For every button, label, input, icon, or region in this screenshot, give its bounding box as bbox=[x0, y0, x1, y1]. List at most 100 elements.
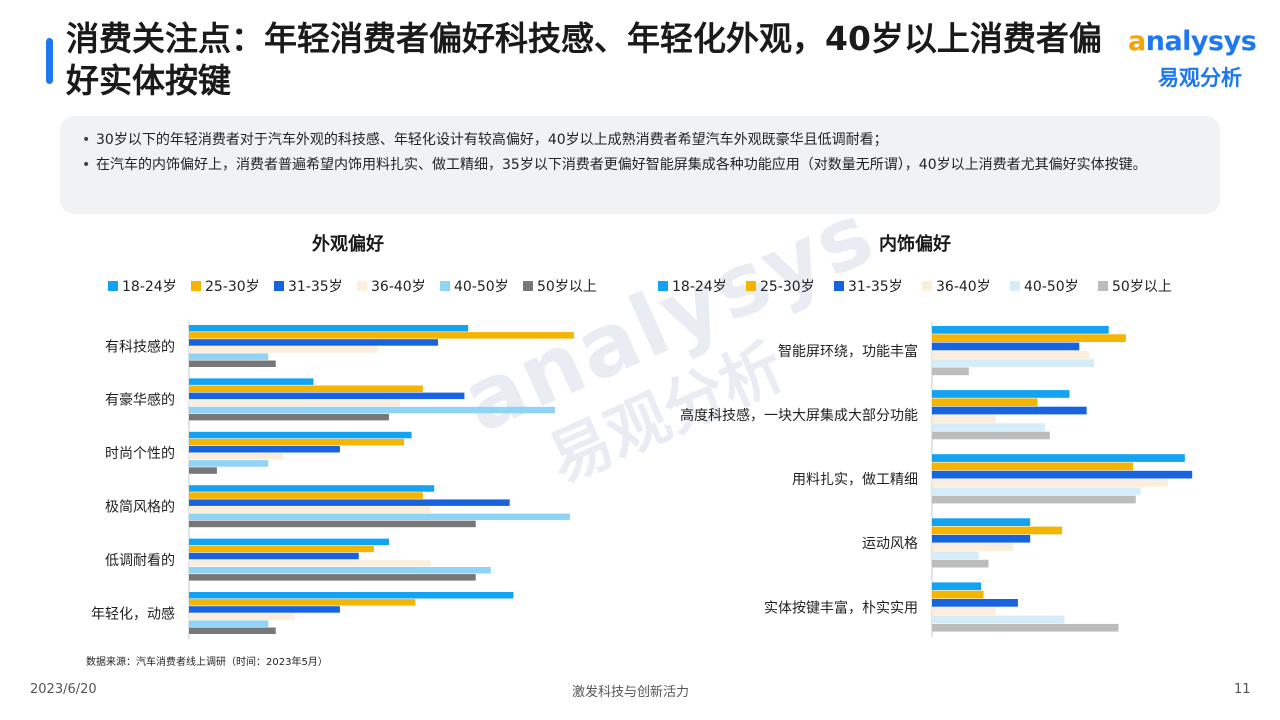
legend-label-50岁以上: 50岁以上 bbox=[1112, 279, 1172, 295]
category-label: 有豪华感的 bbox=[105, 392, 175, 409]
bar-用料扎实-做工精细-18-24岁 bbox=[932, 454, 1185, 462]
bar-时尚个性的-25-30岁 bbox=[189, 438, 405, 446]
bar-高度科技感-一块大屏集成大部分功能-25-30岁 bbox=[932, 398, 1038, 407]
bar-智能屏环绕-功能丰富-31-35岁 bbox=[932, 342, 1080, 351]
chart-title: 内饰偏好 bbox=[879, 233, 951, 255]
bar-用料扎实-做工精细-40-50岁 bbox=[932, 487, 1141, 496]
legend-label-36-40岁: 36-40岁 bbox=[936, 279, 991, 295]
bar-运动风格-36-40岁 bbox=[932, 543, 1013, 551]
interior-preference-chart: 内饰偏好 18-24岁 25-30岁 31-35岁 36-40岁 40-50岁 50岁以上智… bbox=[630, 222, 1250, 652]
bar-智能屏环绕-功能丰富-40-50岁 bbox=[932, 359, 1094, 367]
bar-智能屏环绕-功能丰富-36-40岁 bbox=[932, 350, 1090, 359]
bar-运动风格-50岁以上 bbox=[932, 559, 989, 568]
legend-label-36-40岁: 36-40岁 bbox=[371, 279, 426, 295]
bar-智能屏环绕-功能丰富-25-30岁 bbox=[932, 334, 1126, 342]
bar-极简风格的-31-35岁 bbox=[189, 499, 510, 506]
bar-高度科技感-一块大屏集成大部分功能-36-40岁 bbox=[932, 415, 996, 423]
bar-高度科技感-一块大屏集成大部分功能-50岁以上 bbox=[932, 431, 1050, 440]
legend-swatch-25-30岁 bbox=[191, 281, 201, 291]
legend-swatch-31-35岁 bbox=[834, 281, 844, 291]
legend-label-31-35岁: 31-35岁 bbox=[288, 279, 343, 295]
interior-chart-svg: 内饰偏好 18-24岁 25-30岁 31-35岁 36-40岁 40-50岁 50岁以上智… bbox=[658, 233, 1193, 637]
bar-极简风格的-50岁以上 bbox=[189, 520, 476, 528]
bar-时尚个性的-40-50岁 bbox=[189, 460, 269, 467]
summary-bullet: 在汽车的内饰偏好上，消费者普遍希望内饰用料扎实、做工精细，35岁以下消费者更偏好… bbox=[82, 153, 1200, 178]
bar-低调耐看的-18-24岁 bbox=[189, 538, 389, 546]
category-label: 低调耐看的 bbox=[105, 553, 175, 569]
bar-年轻化-动感-31-35岁 bbox=[189, 606, 340, 613]
bar-用料扎实-做工精细-25-30岁 bbox=[932, 462, 1134, 471]
bar-实体按键丰富-朴实实用-25-30岁 bbox=[932, 590, 984, 599]
bar-实体按键丰富-朴实实用-31-35岁 bbox=[932, 599, 1018, 607]
legend-swatch-50岁以上 bbox=[1098, 281, 1108, 291]
footer-date: 2023/6/20 bbox=[30, 682, 97, 697]
bar-年轻化-动感-25-30岁 bbox=[189, 599, 416, 606]
bar-极简风格的-40-50岁 bbox=[189, 513, 571, 521]
bar-用料扎实-做工精细-50岁以上 bbox=[932, 495, 1136, 504]
bar-年轻化-动感-18-24岁 bbox=[189, 592, 514, 599]
legend-swatch-50岁以上 bbox=[523, 281, 533, 291]
bar-运动风格-25-30岁 bbox=[932, 526, 1063, 535]
category-label: 实体按键丰富，朴实实用 bbox=[764, 599, 918, 616]
page-title: 消费关注点：年轻消费者偏好科技感、年轻化外观，40岁以上消费者偏好实体按键 bbox=[66, 19, 1102, 100]
bar-低调耐看的-25-30岁 bbox=[189, 545, 374, 553]
summary-bullet: 30岁以下的年轻消费者对于汽车外观的科技感、年轻化设计有较高偏好，40岁以上成熟… bbox=[82, 128, 1200, 153]
data-source-note: 数据来源：汽车消费者线上调研（时间：2023年5月） bbox=[86, 657, 328, 668]
title-accent-bar bbox=[46, 38, 53, 84]
bar-有科技感的-31-35岁 bbox=[189, 339, 438, 346]
bar-高度科技感-一块大屏集成大部分功能-31-35岁 bbox=[932, 406, 1087, 415]
category-label: 高度科技感，一块大屏集成大部分功能 bbox=[680, 407, 918, 424]
analysys-logo: analysys 易观分析 bbox=[1128, 26, 1257, 96]
bar-有科技感的-50岁以上 bbox=[189, 360, 276, 367]
bar-高度科技感-一块大屏集成大部分功能-40-50岁 bbox=[932, 423, 1045, 431]
bar-极简风格的-36-40岁 bbox=[189, 506, 431, 513]
legend-label-25-30岁: 25-30岁 bbox=[760, 279, 815, 295]
bar-时尚个性的-50岁以上 bbox=[189, 467, 217, 474]
legend-swatch-18-24岁 bbox=[108, 281, 118, 291]
logo-chinese-name: 易观分析 bbox=[1158, 66, 1242, 90]
category-label: 运动风格 bbox=[862, 536, 918, 552]
legend-label-31-35岁: 31-35岁 bbox=[848, 279, 903, 295]
legend-label-40-50岁: 40-50岁 bbox=[1024, 279, 1079, 295]
chart-title: 外观偏好 bbox=[312, 233, 384, 255]
bar-高度科技感-一块大屏集成大部分功能-18-24岁 bbox=[932, 390, 1070, 398]
legend-swatch-18-24岁 bbox=[658, 281, 668, 291]
bar-极简风格的-18-24岁 bbox=[189, 485, 435, 492]
legend-label-25-30岁: 25-30岁 bbox=[205, 279, 260, 295]
bar-年轻化-动感-36-40岁 bbox=[189, 613, 295, 620]
bar-智能屏环绕-功能丰富-50岁以上 bbox=[932, 367, 969, 376]
category-label: 用料扎实，做工精细 bbox=[792, 472, 918, 488]
bar-低调耐看的-40-50岁 bbox=[189, 567, 491, 574]
legend-swatch-40-50岁 bbox=[440, 281, 450, 291]
legend-label-40-50岁: 40-50岁 bbox=[454, 279, 509, 295]
legend-swatch-36-40岁 bbox=[922, 281, 932, 291]
bar-有豪华感的-25-30岁 bbox=[189, 385, 423, 392]
legend-label-18-24岁: 18-24岁 bbox=[122, 279, 177, 295]
category-label: 极简风格的 bbox=[105, 499, 175, 516]
bar-运动风格-31-35岁 bbox=[932, 534, 1031, 543]
legend-swatch-25-30岁 bbox=[746, 281, 756, 291]
bar-极简风格的-25-30岁 bbox=[189, 492, 423, 499]
logo-wordmark: analysys bbox=[1128, 26, 1257, 57]
exterior-preference-chart: 外观偏好 18-24岁 25-30岁 31-35岁 36-40岁 40-50岁 50岁以上有… bbox=[60, 222, 620, 652]
legend-swatch-40-50岁 bbox=[1010, 281, 1020, 291]
bar-年轻化-动感-40-50岁 bbox=[189, 620, 269, 627]
bar-实体按键丰富-朴实实用-36-40岁 bbox=[932, 607, 996, 615]
bar-低调耐看的-31-35岁 bbox=[189, 552, 359, 560]
bar-实体按键丰富-朴实实用-50岁以上 bbox=[932, 623, 1119, 632]
category-label: 年轻化，动感 bbox=[91, 605, 175, 622]
bar-有豪华感的-36-40岁 bbox=[189, 399, 401, 407]
legend-label-50岁以上: 50岁以上 bbox=[537, 279, 597, 295]
bar-时尚个性的-31-35岁 bbox=[189, 446, 340, 453]
legend-swatch-36-40岁 bbox=[357, 281, 367, 291]
bar-用料扎实-做工精细-31-35岁 bbox=[932, 470, 1193, 479]
bar-智能屏环绕-功能丰富-18-24岁 bbox=[932, 326, 1109, 334]
bar-实体按键丰富-朴实实用-18-24岁 bbox=[932, 582, 982, 591]
exterior-chart-svg: 外观偏好 18-24岁 25-30岁 31-35岁 36-40岁 40-50岁 50岁以上有… bbox=[91, 233, 597, 640]
bar-有科技感的-36-40岁 bbox=[189, 346, 378, 353]
bar-有科技感的-18-24岁 bbox=[189, 325, 469, 332]
bar-年轻化-动感-50岁以上 bbox=[189, 627, 276, 634]
category-label: 有科技感的 bbox=[105, 338, 175, 355]
bar-低调耐看的-50岁以上 bbox=[189, 574, 476, 581]
bar-实体按键丰富-朴实实用-40-50岁 bbox=[932, 615, 1065, 624]
